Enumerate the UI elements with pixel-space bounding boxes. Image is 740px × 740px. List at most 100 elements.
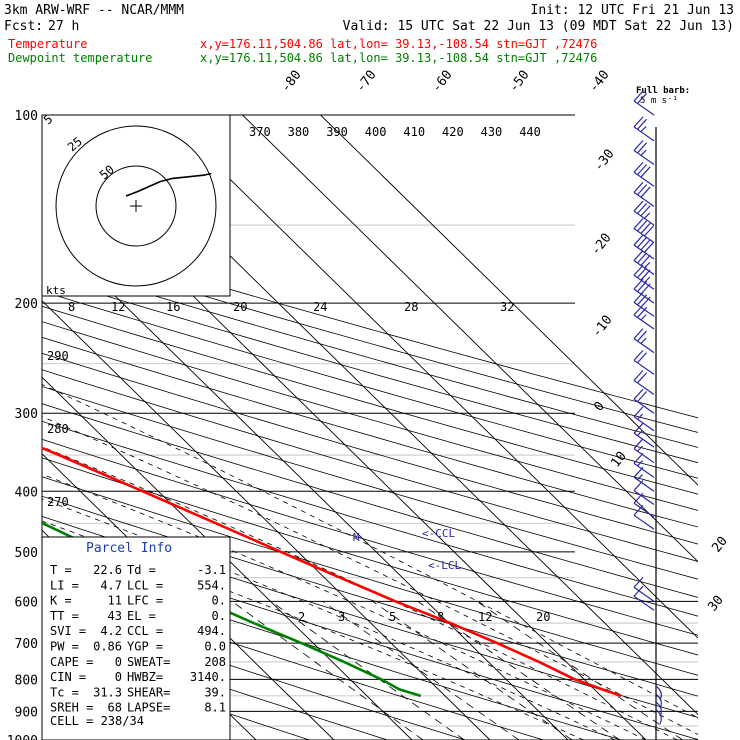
surface-wind-barb — [655, 709, 662, 725]
wind-barb-flag — [637, 372, 648, 384]
moist-adiabat-label: 8 — [68, 300, 75, 314]
dry-adiabat-line — [42, 321, 698, 511]
parcel-row-label: T = — [50, 563, 72, 577]
parcel-row-value: 554. — [197, 578, 226, 592]
wind-barb — [633, 181, 655, 207]
pressure-tick-label: 700 — [15, 637, 38, 652]
mixing-ratio-line — [417, 600, 621, 740]
mixing-ratio-label: 8 — [437, 610, 444, 624]
wind-barb-flag — [633, 278, 644, 290]
wind-barb-shaft — [633, 149, 655, 165]
dry-adiabat-line — [42, 476, 698, 676]
wind-barb-shaft — [633, 171, 655, 187]
dry-adiabat-line — [42, 438, 698, 636]
wind-barb-flag — [644, 225, 655, 236]
parcel-row-label: CAPE = — [50, 655, 93, 669]
moist-adiabat-label: 20 — [233, 300, 247, 314]
model-title: 3km ARW-WRF -- NCAR/MMM — [4, 3, 184, 18]
wind-barb-flag — [640, 283, 651, 295]
wind-barb-shaft — [633, 260, 655, 276]
parcel-row-label: LFC = — [127, 594, 163, 608]
wind-barb-half-flag — [637, 445, 644, 452]
temperature-legend-name: Temperature — [8, 37, 87, 51]
wind-barb-flag — [640, 166, 651, 178]
wind-barb — [633, 250, 655, 276]
wind-barb-shaft — [633, 490, 655, 506]
parcel-row-label: CCL = — [127, 624, 163, 638]
isotherm-line — [42, 376, 413, 740]
pressure-tick-label: 600 — [15, 595, 38, 610]
wind-barb-flag — [633, 218, 644, 229]
wind-barb-flag — [633, 234, 644, 246]
pressure-tick-label: 100 — [15, 109, 38, 124]
wind-barb-half-flag — [640, 126, 647, 132]
wind-barb-flag — [633, 585, 644, 597]
wind-barb-shaft — [633, 228, 655, 244]
wind-barb-flag — [644, 241, 655, 253]
wind-barb-shaft — [633, 288, 655, 304]
wind-barb — [633, 585, 655, 611]
wind-barb-shaft — [633, 359, 655, 375]
wind-barb-half-flag — [644, 212, 651, 219]
parcel-row-value: 22.6 — [93, 563, 122, 577]
wind-barb-shaft — [633, 191, 655, 207]
wind-barb — [633, 90, 655, 116]
dewpoint-profile — [42, 521, 422, 698]
dry-adiabat-line — [42, 352, 698, 545]
wind-barb-flag — [633, 291, 644, 303]
wind-barb-flag — [637, 118, 648, 130]
theta-e-label: 400 — [365, 125, 387, 139]
mixing-ratio-line — [476, 600, 684, 740]
wind-barb-shaft — [633, 126, 655, 142]
wind-barb-half-flag — [644, 262, 651, 268]
wind-barb-flag — [637, 352, 648, 364]
wind-barb — [633, 328, 655, 354]
theta-e-label: 390 — [326, 125, 348, 139]
mean-wind-marker: M — [353, 531, 360, 544]
isotherm-line — [42, 223, 569, 740]
wind-barb-flag — [633, 200, 644, 212]
wind-barb-shaft — [633, 586, 655, 602]
dry-adiabat-line — [42, 261, 698, 448]
wind-barb-shaft — [633, 379, 655, 395]
temperature-profile — [42, 446, 622, 698]
wind-barb — [633, 264, 655, 290]
wind-barb-shaft — [633, 448, 655, 464]
dewpoint-legend-name: Dewpoint temperature — [8, 51, 153, 65]
dry-adiabat-line — [42, 276, 698, 464]
parcel-row-value: 494. — [197, 624, 226, 638]
wind-barb — [633, 116, 655, 142]
dry-adiabat-line — [42, 336, 698, 528]
temperature-legend-info: x,y=176.11,504.86 lat,lon= 39.13,-108.54… — [200, 37, 597, 51]
forecast-hour: 27 h — [48, 19, 79, 34]
dry-adiabat-label: 270 — [47, 495, 69, 509]
parcel-row-label: EL = — [127, 609, 156, 623]
parcel-row-value: 0. — [212, 609, 226, 623]
wind-barb-flag — [637, 294, 648, 306]
moist-adiabat-label: 16 — [166, 300, 180, 314]
wind-barb-flag — [637, 391, 648, 402]
pressure-tick-label: 300 — [15, 407, 38, 422]
wind-barb — [633, 218, 655, 244]
dry-adiabat-line — [42, 386, 698, 580]
moist-adiabat-line — [42, 498, 615, 740]
wind-barb-flag — [633, 304, 644, 316]
wind-barb — [633, 388, 655, 414]
wind-barb — [633, 576, 655, 602]
cell-motion: CELL = 238/34 — [50, 714, 144, 728]
wind-barb-flag — [633, 161, 644, 173]
wind-barb — [633, 304, 655, 330]
mixing-ratio-label: 5 — [389, 610, 396, 624]
wind-barb-shaft — [633, 338, 655, 354]
parcel-row-label: HWBZ= — [127, 670, 163, 684]
wind-barb-flag — [633, 466, 644, 478]
theta-e-label: 410 — [403, 125, 425, 139]
wind-barb-shaft — [633, 432, 655, 448]
dry-adiabat-line — [42, 515, 698, 718]
dry-adiabat-line — [42, 602, 466, 740]
theta-e-label: 380 — [288, 125, 310, 139]
forecast-label: Fcst: — [4, 19, 43, 34]
full-barb-label: Full barb: — [636, 86, 690, 96]
wind-barb-half-flag — [637, 430, 644, 436]
wind-barb-shaft — [633, 274, 655, 290]
